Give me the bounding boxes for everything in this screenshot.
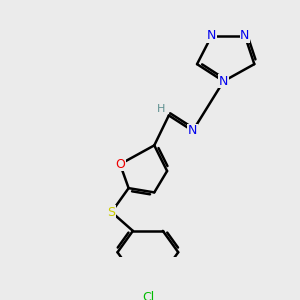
Text: S: S: [107, 206, 116, 219]
Text: N: N: [207, 29, 216, 42]
Text: N: N: [188, 124, 197, 137]
Text: O: O: [115, 158, 125, 171]
Text: H: H: [157, 103, 165, 114]
Text: Cl: Cl: [142, 291, 154, 300]
Text: N: N: [240, 29, 250, 42]
Text: N: N: [219, 75, 228, 88]
